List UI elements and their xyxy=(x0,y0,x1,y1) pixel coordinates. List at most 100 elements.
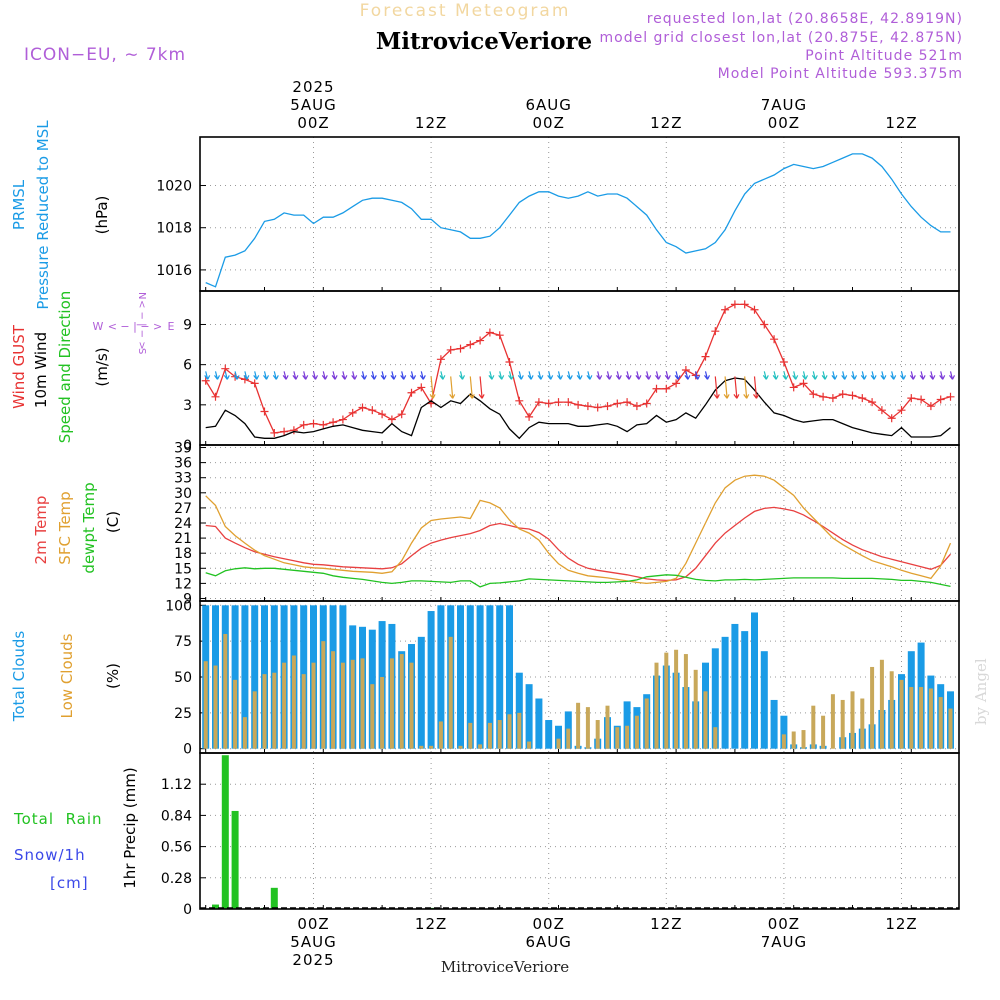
low-clouds-bar xyxy=(889,671,894,749)
time-axis-label: 00Z xyxy=(297,915,329,933)
gust-marker xyxy=(289,426,298,435)
gust-marker xyxy=(593,403,602,412)
low-clouds-bar xyxy=(566,728,571,749)
total-clouds-bar xyxy=(466,605,474,749)
clouds-side-labels: Total Clouds Low Clouds (%) xyxy=(10,631,122,723)
wind-direction-arrow xyxy=(870,371,877,380)
gust-marker xyxy=(270,428,279,437)
y-tick-label: 24 xyxy=(174,516,192,532)
total-clouds-bar xyxy=(545,720,553,749)
low-clouds-bar xyxy=(223,633,228,749)
wind-direction-arrow xyxy=(664,371,671,380)
wind-direction-arrow xyxy=(949,371,956,380)
gust-marker xyxy=(652,384,661,393)
wind-compass: W E < − | − > < − | − > N S xyxy=(93,292,175,354)
wind-direction-arrow xyxy=(243,371,250,380)
snow-unit-label: [cm] xyxy=(50,874,89,892)
compass-north: N xyxy=(136,292,147,299)
low-clouds-label: Low Clouds xyxy=(58,633,76,718)
wind-direction-arrow xyxy=(508,371,515,380)
gust-marker xyxy=(436,355,445,364)
10m-wind-line xyxy=(205,377,951,440)
y-tick-label: 1018 xyxy=(156,221,192,237)
y-tick-label: 1016 xyxy=(156,263,192,279)
y-tick-label: 0 xyxy=(183,742,192,758)
low-clouds-bar xyxy=(899,679,904,749)
gust-marker xyxy=(819,392,828,401)
sfc-temp-line xyxy=(205,474,952,585)
y-tick-label: 3 xyxy=(183,398,192,414)
wind-direction-arrow xyxy=(576,371,583,380)
wind-direction-arrow xyxy=(802,371,809,380)
y-tick-label: 0 xyxy=(183,438,192,454)
low-clouds-bar xyxy=(713,727,718,749)
prmsl-side-labels: PRMSL Pressure Reduced to MSL (hPa) xyxy=(10,120,111,310)
time-axis-label: 12Z xyxy=(650,114,682,132)
wind-direction-arrow xyxy=(753,376,760,399)
gust-marker xyxy=(789,383,798,392)
time-axis-label: 12Z xyxy=(650,915,682,933)
total-rain-label: Total Rain xyxy=(13,810,103,828)
low-clouds-bar xyxy=(919,687,924,749)
low-clouds-bar xyxy=(233,679,238,749)
total-clouds-bar xyxy=(535,698,543,749)
gust-marker xyxy=(309,419,318,428)
snow-label: Snow/1h xyxy=(14,846,86,864)
low-clouds-bar xyxy=(252,691,257,749)
wind-speed-dir-label: Speed and Direction xyxy=(56,291,74,444)
low-clouds-bar xyxy=(870,666,875,749)
total-clouds-label: Total Clouds xyxy=(10,631,28,723)
wind-gust-label: Wind GUST xyxy=(10,324,28,409)
y-tick-label: 0.28 xyxy=(161,871,192,887)
gust-marker xyxy=(897,406,906,415)
total-clouds-bar xyxy=(515,672,523,749)
requested-coordinates: requested lon,lat (20.8658E, 42.8919N) xyxy=(647,11,963,27)
wind-direction-arrow xyxy=(743,376,750,399)
wind-direction-arrow xyxy=(223,371,230,380)
wind-direction-arrow xyxy=(860,371,867,380)
low-clouds-bar xyxy=(409,662,414,749)
low-clouds-bar xyxy=(781,734,786,749)
low-clouds-bar xyxy=(654,662,659,749)
gust-marker xyxy=(397,410,406,419)
wind-direction-arrow xyxy=(263,371,270,380)
low-clouds-bar xyxy=(282,662,287,749)
total-clouds-bar xyxy=(506,605,513,749)
gust-marker xyxy=(505,357,514,366)
total-clouds-bar xyxy=(751,612,758,749)
gust-marker xyxy=(730,300,739,309)
y-tick-label: 0 xyxy=(183,902,192,918)
gust-marker xyxy=(319,420,328,429)
dewpt-temp-label: dewpt Temp xyxy=(80,482,98,573)
wind-direction-arrow xyxy=(439,371,446,380)
gust-marker xyxy=(211,392,220,401)
wind-side-labels: Wind GUST 10m Wind Speed and Direction (… xyxy=(10,291,111,444)
total-clouds-bar xyxy=(251,605,259,749)
low-clouds-bar xyxy=(380,677,385,749)
gust-marker xyxy=(603,402,612,411)
wind-direction-arrow xyxy=(566,371,573,380)
gust-marker xyxy=(858,394,867,403)
low-clouds-bar xyxy=(576,702,581,749)
gust-marker xyxy=(446,345,455,354)
clouds-panel: 0 25 50 75 100 xyxy=(165,598,960,758)
precip-panel: 0 0.28 0.56 0.84 1.12 xyxy=(161,752,960,918)
wind-direction-arrow xyxy=(400,371,407,380)
gust-marker xyxy=(417,383,426,392)
wind-direction-arrow xyxy=(419,371,426,380)
wind-direction-arrow xyxy=(312,371,319,380)
low-clouds-bar xyxy=(585,707,590,749)
point-altitude: Point Altitude 521m xyxy=(805,48,963,64)
gust-marker xyxy=(917,395,926,404)
rain-bar xyxy=(212,904,219,909)
wind-panel: 0 3 6 9 xyxy=(183,290,960,454)
gust-marker xyxy=(329,418,338,427)
time-axis-label: 7AUG xyxy=(761,933,807,951)
total-clouds-bar xyxy=(770,699,778,749)
precip-side-labels: Total Rain Snow/1h [cm] 1hr Precip (mm) xyxy=(13,767,139,892)
low-clouds-bar xyxy=(242,717,247,749)
low-clouds-bar xyxy=(340,662,345,749)
gust-marker xyxy=(799,379,808,388)
